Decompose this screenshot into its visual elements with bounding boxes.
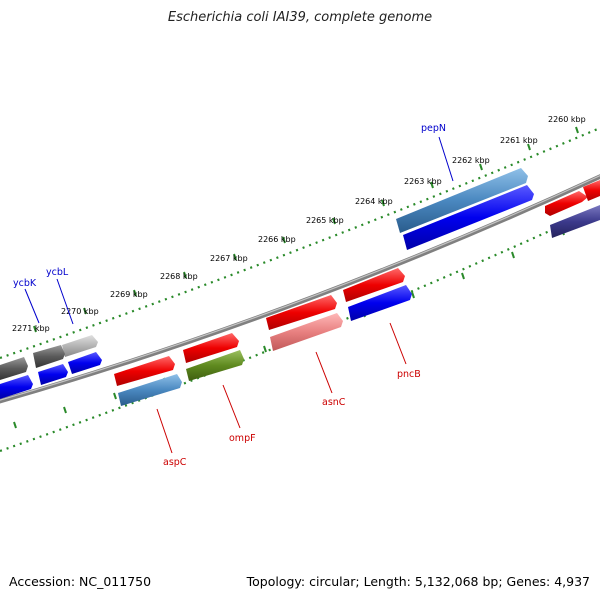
leader-line-ycbL [56,278,74,325]
leader-line-asnC [315,351,333,394]
tick-label: 2267 kbp [210,254,248,263]
gene-arrow [0,375,33,399]
accession-text: Accession: NC_011750 [9,574,152,589]
gene-label-pncB: pncB [397,369,421,380]
gene-arrow [343,268,405,302]
gene-arrow-ycbK [33,345,65,368]
gene-arrow [403,185,534,250]
tick-label: 2264 kbp [355,197,393,206]
leader-line-aspC [156,408,173,454]
gene-label-pepN: pepN [421,123,446,134]
tick-label: 2262 kbp [452,156,490,165]
gene-arrow [550,205,600,238]
gene-arrow-pncB [348,285,412,321]
tick-label: 2269 kbp [110,290,148,299]
page-title: Escherichia coli IAI39, complete genome [167,10,433,25]
gene-arrow [545,191,588,216]
outer-ticks [33,126,579,333]
gene-group-right [545,180,600,238]
tick-label: 2261 kbp [500,136,538,145]
tick-label: 2270 kbp [61,307,99,316]
gene-arrow-aspC [118,374,182,406]
tick-label: 2265 kbp [306,216,344,225]
tick-label: 2263 kbp [404,177,442,186]
gene-arrow [38,364,68,385]
gene-arrow [114,356,175,386]
gene-arrow [583,180,600,201]
tick-label: 2268 kbp [160,272,198,281]
outer-ruler [0,126,600,360]
leader-line-ompF [222,384,241,429]
leader-line-ycbK [24,288,40,324]
gene-arrow [68,352,102,374]
gene-arrow-ycbL [62,335,98,357]
genome-backbone [0,174,600,404]
gene-arrow [0,357,28,380]
gene-arrow [266,295,337,330]
gene-arrow [183,333,239,363]
tick-label: 2260 kbp [548,115,586,124]
gene-label-ycbK: ycbK [13,278,37,289]
tick-label: 2266 kbp [258,235,296,244]
inner-ticks [13,228,565,429]
gene-arrow-ompF [186,350,244,381]
genome-info-text: Topology: circular; Length: 5,132,068 bp… [246,574,590,589]
gene-label-asnC: asnC [322,397,346,408]
gene-arrow-pepN [396,168,528,233]
leader-line-pncB [389,322,407,365]
tick-label: 2271 kbp [12,324,50,333]
gene-label-aspC: aspC [163,457,187,468]
gene-label-ycbL: ycbL [46,267,69,278]
gene-label-ompF: ompF [229,433,256,444]
gene-arrow-asnC [270,313,343,351]
inner-ruler [0,207,600,453]
leader-line-pepN [438,136,454,182]
